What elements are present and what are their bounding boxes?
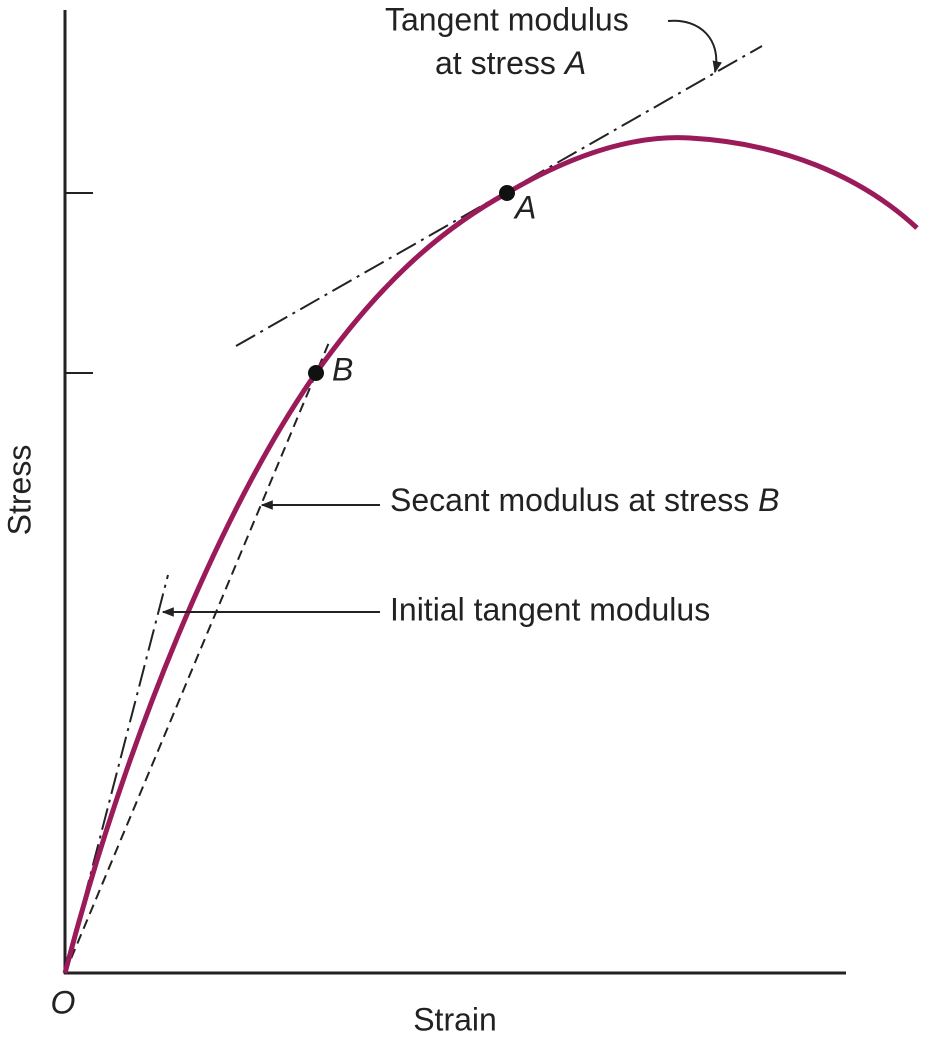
initial-tangent-line (64, 574, 169, 974)
point-b (308, 365, 324, 381)
annotation: Initial tangent modulus (390, 591, 710, 627)
x-axis-label: Strain (413, 1001, 497, 1037)
annotation-text: at stress (435, 45, 556, 81)
point-label: A (513, 189, 536, 225)
annotation-point: B (758, 482, 779, 518)
annotation-text: Secant modulus at stress (390, 482, 749, 518)
annotation-point: A (563, 45, 586, 81)
y-axis-label: Stress (1, 445, 37, 536)
arrow (667, 19, 722, 74)
secant-line (64, 339, 331, 974)
point-label: B (332, 351, 353, 387)
annotation: at stress A (435, 45, 586, 81)
point-a (499, 185, 515, 201)
stress-strain-curve (62, 135, 919, 974)
annotation: Secant modulus at stress B (390, 482, 780, 518)
annotation: Tangent modulus (385, 1, 629, 37)
origin-label: O (51, 984, 76, 1020)
